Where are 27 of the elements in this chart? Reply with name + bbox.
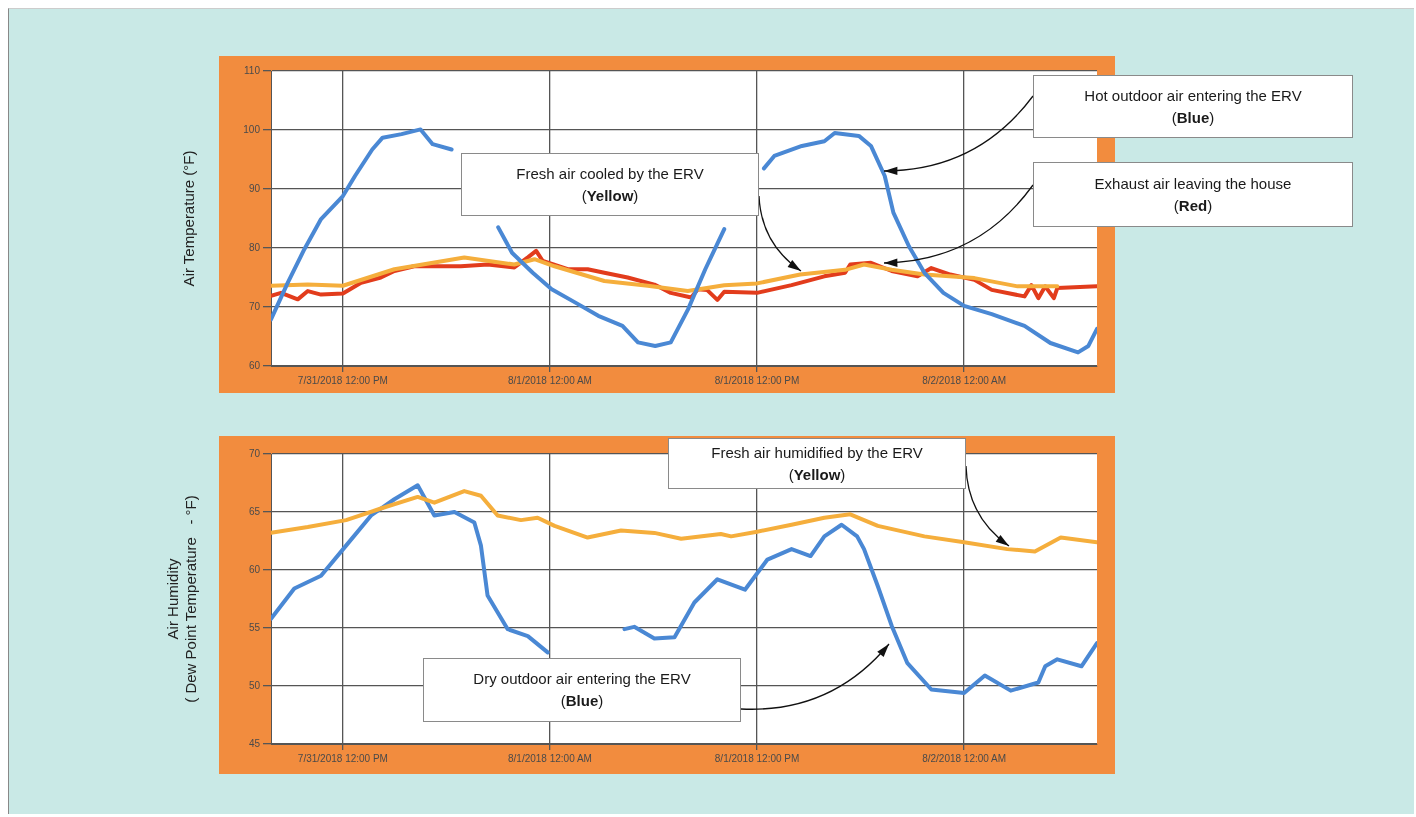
x-tick-label: 8/1/2018 12:00 AM xyxy=(507,374,592,386)
annotation: Fresh air cooled by the ERV (Yellow) xyxy=(516,163,704,206)
x-tick-label: 8/2/2018 12:00 AM xyxy=(922,374,1007,386)
y-tick-label: 50 xyxy=(248,679,261,691)
x-tick-label: 7/31/2018 12:00 PM xyxy=(297,752,388,764)
x-tick-label: 8/1/2018 12:00 PM xyxy=(714,374,800,386)
annotation: Dry outdoor air entering the ERV (Blue) xyxy=(473,669,691,711)
y-tick-label: 55 xyxy=(248,621,261,633)
annotation: Exhaust air leaving the house (Red) xyxy=(1094,173,1292,216)
x-tick-label: 8/1/2018 12:00 PM xyxy=(714,752,800,764)
y-tick-label: 80 xyxy=(248,241,261,253)
y-axis-title: Air Humidity ( Dew Point Temperature - °F) xyxy=(164,495,200,703)
x-tick-label: 8/2/2018 12:00 AM xyxy=(922,752,1007,764)
y-tick-label: 90 xyxy=(248,182,261,194)
x-tick-label: 8/1/2018 12:00 AM xyxy=(507,752,592,764)
annotation: Hot outdoor air entering the ERV (Blue) xyxy=(1084,85,1302,128)
y-tick-label: 60 xyxy=(248,359,261,371)
y-tick-label: 70 xyxy=(248,300,261,312)
y-tick-label: 65 xyxy=(248,505,261,517)
annotation: Fresh air humidified by the ERV (Yellow) xyxy=(711,442,923,485)
y-tick-label: 110 xyxy=(244,64,261,76)
y-tick-label: 45 xyxy=(248,737,261,749)
y-tick-label: 60 xyxy=(248,563,261,575)
y-tick-label: 70 xyxy=(248,447,261,459)
y-axis-title: Air Temperature (°F) xyxy=(180,150,198,287)
x-tick-label: 7/31/2018 12:00 PM xyxy=(297,374,388,386)
y-tick-label: 100 xyxy=(243,123,261,135)
